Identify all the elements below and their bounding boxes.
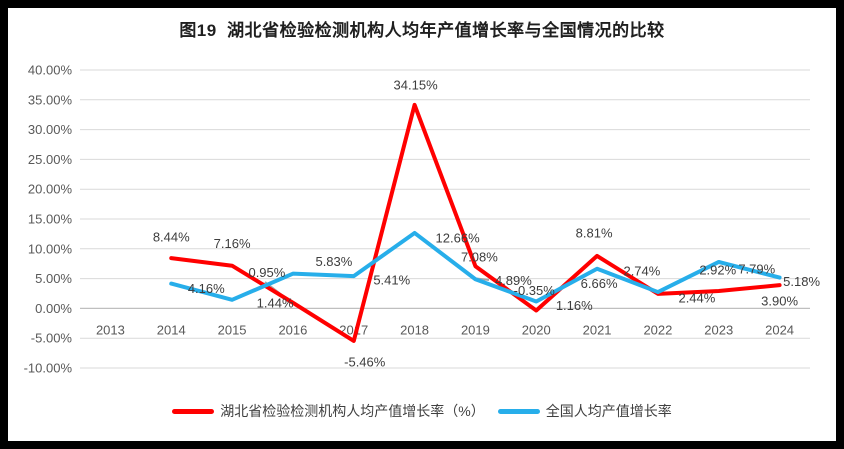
data-label-hubei-2023: 2.92% (699, 262, 736, 277)
x-axis-category-label: 2023 (704, 323, 733, 338)
data-label-hubei-2021: 8.81% (576, 225, 613, 240)
y-axis-tick-label: -10.00% (24, 361, 73, 376)
y-axis-tick-label: 15.00% (28, 212, 73, 227)
data-label-hubei-2020: -0.35% (514, 283, 556, 298)
data-label-national-2024: 5.18% (783, 274, 820, 289)
series-line-national (169, 230, 782, 304)
legend-label-national: 全国人均产值增长率 (545, 403, 672, 419)
x-axis-category-label: 2020 (522, 323, 551, 338)
y-axis-tick-label: 0.00% (35, 301, 72, 316)
data-label-national-2014: 4.16% (188, 281, 225, 296)
legend-label-hubei: 湖北省检验检测机构人均产值增长率（%） (220, 403, 485, 419)
data-label-hubei-2022: 2.44% (678, 290, 715, 305)
x-axis-category-label: 2016 (278, 323, 307, 338)
data-label-national-2023: 7.79% (738, 261, 775, 276)
data-label-hubei-2024: 3.90% (761, 294, 798, 309)
x-axis-category-label: 2014 (157, 323, 186, 338)
y-axis-tick-label: 30.00% (28, 122, 73, 137)
data-label-hubei-2016: 0.95% (248, 265, 285, 280)
data-label-hubei-2017: -5.46% (344, 354, 386, 369)
y-axis-tick-label: 40.00% (28, 63, 73, 78)
data-label-hubei-2019: 7.08% (461, 250, 498, 265)
data-label-national-2022: 2.74% (623, 264, 660, 279)
legend-item-hubei: 湖北省检验检测机构人均产值增长率（%） (172, 401, 485, 421)
data-label-national-2021: 6.66% (581, 276, 618, 291)
x-axis-category-label: 2018 (400, 323, 429, 338)
legend-swatch-hubei (172, 408, 215, 414)
y-axis-tick-label: 5.00% (35, 271, 72, 286)
series-line-hubei (169, 102, 782, 343)
data-label-hubei-2014: 8.44% (153, 230, 190, 245)
x-axis-category-label: 2024 (765, 323, 794, 338)
y-axis-tick-label: 35.00% (28, 92, 73, 107)
data-label-national-2017: 5.41% (373, 273, 410, 288)
legend: 湖北省检验检测机构人均产值增长率（%） 全国人均产值增长率 (8, 401, 836, 421)
data-label-national-2018: 12.66% (436, 230, 481, 245)
data-label-national-2016: 5.83% (315, 254, 352, 269)
plot-area: 40.00% 35.00% 30.00% 25.00% 20.00% 15.00% 10.0… (24, 63, 821, 376)
legend-item-national: 全国人均产值增长率 (497, 401, 672, 421)
y-axis-tick-label: 25.00% (28, 152, 73, 167)
x-axis-category-label: 2017 (339, 323, 368, 338)
x-axis-category-label: 2021 (583, 323, 612, 338)
chart-title: 图19 湖北省检验检测机构人均年产值增长率与全国情况的比较 (179, 21, 665, 40)
y-axis-tick-label: 20.00% (28, 182, 73, 197)
y-axis-tick-label: 10.00% (28, 241, 73, 256)
data-label-national-2015: 1.44% (257, 295, 294, 310)
x-axis-category-label: 2022 (643, 323, 672, 338)
data-label-hubei-2018: 34.15% (394, 77, 439, 92)
legend-swatch-national (497, 408, 540, 414)
y-axis-tick-label: -5.00% (31, 331, 73, 346)
data-label-national-2020: 1.16% (556, 298, 593, 313)
x-axis-category-label: 2013 (96, 323, 125, 338)
x-axis-category-label: 2015 (218, 323, 247, 338)
data-label-hubei-2015: 7.16% (214, 236, 251, 251)
data-label-national-2019: 4.89% (495, 273, 532, 288)
x-axis-category-label: 2019 (461, 323, 490, 338)
